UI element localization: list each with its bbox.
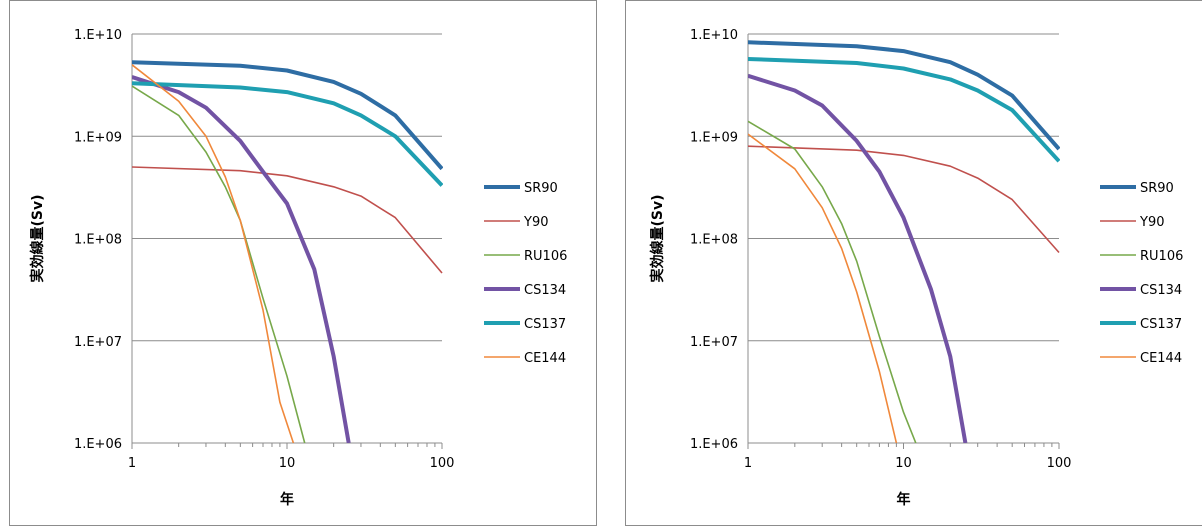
- x-axis-title: 年: [280, 491, 294, 508]
- series-line-cs134: [132, 75, 351, 443]
- y-tick-label: 1.E+08: [74, 233, 122, 248]
- legend-label-cs134: CS134: [1140, 283, 1182, 298]
- legend-label-cs137: CS137: [1140, 317, 1182, 332]
- x-tick-label: 1: [744, 456, 752, 471]
- x-tick-label: 10: [279, 456, 296, 471]
- legend-label-cs137: CS137: [524, 317, 566, 332]
- series-line-y90: [748, 145, 1060, 254]
- series-line-ru106: [132, 85, 306, 443]
- y-tick-label: 1.E+10: [74, 28, 122, 43]
- series-line-cs137: [132, 81, 443, 187]
- series-line-ru106: [748, 120, 917, 443]
- series-line-sr90: [748, 40, 1060, 151]
- y-axis-title: 実効線量(Sv): [29, 194, 46, 282]
- y-axis-title: 実効線量(Sv): [649, 194, 666, 282]
- y-tick-label: 1.E+09: [74, 130, 122, 145]
- y-tick-label: 1.E+07: [74, 335, 122, 350]
- legend-label-y90: Y90: [523, 215, 548, 230]
- x-tick-label: 100: [430, 456, 455, 471]
- series-line-cs134: [748, 73, 968, 443]
- series-line-y90: [132, 166, 443, 274]
- x-axis-title: 年: [897, 491, 911, 508]
- series-line-ce144: [748, 133, 898, 443]
- chart-panel-right: 1.E+06 1.E+07 1.E+08 1.E+09 1.E+10 1 10 100 年 実効線…: [625, 0, 1202, 526]
- y-tick-label: 1.E+09: [690, 130, 738, 145]
- y-tick-label: 1.E+06: [74, 437, 122, 452]
- x-tick-label: 1: [128, 456, 136, 471]
- x-tick-label: 10: [895, 456, 912, 471]
- chart-panel-left: 1.E+06 1.E+07 1.E+08 1.E+09 1.E+10 1 10 100 年 実効線…: [9, 0, 597, 526]
- legend-label-sr90: SR90: [1140, 181, 1174, 196]
- legend-label-cs134: CS134: [524, 283, 566, 298]
- series-line-cs137: [748, 57, 1060, 163]
- legend-label-sr90: SR90: [524, 181, 558, 196]
- legend-label-ru106: RU106: [524, 249, 567, 264]
- series-line-sr90: [132, 60, 443, 171]
- y-tick-label: 1.E+10: [690, 28, 738, 43]
- legend-label-ce144: CE144: [1140, 351, 1182, 366]
- x-tick-label: 100: [1047, 456, 1072, 471]
- y-tick-label: 1.E+06: [690, 437, 738, 452]
- chart-right: 1.E+06 1.E+07 1.E+08 1.E+09 1.E+10 1 10 100 年 実効線…: [649, 28, 1183, 508]
- y-tick-label: 1.E+08: [690, 233, 738, 248]
- series-line-ce144: [132, 64, 295, 443]
- y-tick-label: 1.E+07: [690, 335, 738, 350]
- chart-left: 1.E+06 1.E+07 1.E+08 1.E+09 1.E+10 1 10 100 年 実効線…: [29, 28, 567, 508]
- legend-label-y90: Y90: [1139, 215, 1164, 230]
- legend-label-ru106: RU106: [1140, 249, 1183, 264]
- legend-label-ce144: CE144: [524, 351, 566, 366]
